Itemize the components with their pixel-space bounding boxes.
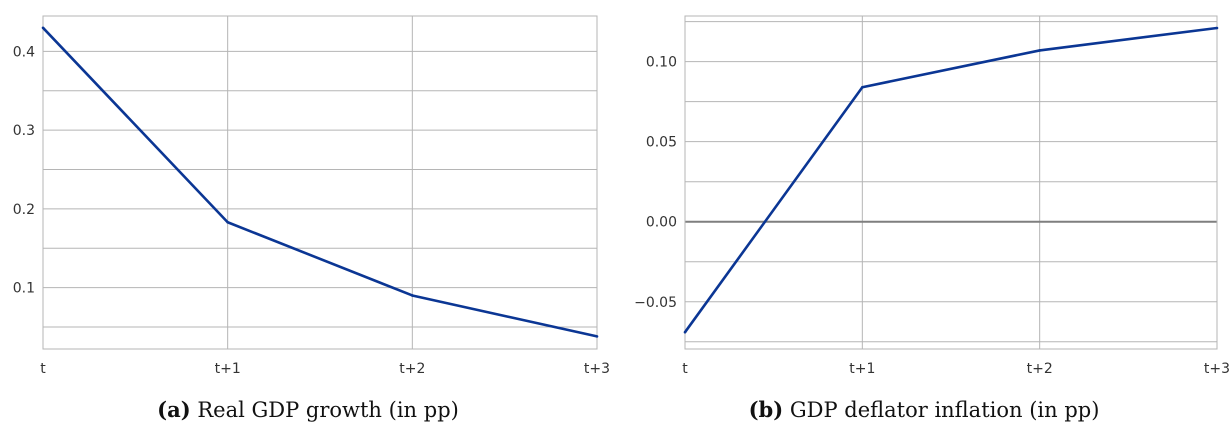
caption-a-text: Real GDP growth (in pp)	[197, 398, 459, 422]
y-tick-label: 0.00	[646, 215, 677, 231]
data-point	[1215, 26, 1219, 30]
data-point	[41, 26, 45, 30]
plot-frame	[42, 15, 598, 350]
data-point	[595, 335, 599, 338]
data-point	[226, 220, 229, 224]
y-tick-label: −0.05	[634, 295, 677, 311]
y-tick-label: 0.05	[646, 135, 677, 151]
caption-b-text: GDP deflator inflation (in pp)	[789, 398, 1100, 422]
caption-a: (a) Real GDP growth (in pp)	[0, 397, 616, 422]
caption-b: (b) GDP deflator inflation (in pp)	[616, 397, 1232, 422]
data-point	[411, 294, 414, 297]
y-tick-label: 0.1	[13, 281, 35, 297]
x-tick-label: t+1	[849, 361, 875, 377]
figure-panel-b: −0.05 0.00 0.05 0.10 t t+1 t+2 t+3 (b) GDP defl…	[616, 0, 1232, 446]
y-tick-label: 0.10	[646, 55, 677, 71]
series-line-0	[683, 26, 1218, 333]
plot-frame	[684, 15, 1218, 350]
y-tick-label: 0.4	[13, 44, 35, 60]
x-tick-label: t+2	[399, 361, 425, 377]
series-line-0	[42, 26, 598, 338]
x-tick-label: t	[40, 361, 46, 377]
chart-b: −0.05 0.00 0.05 0.10 t t+1 t+2 t+3	[634, 15, 1230, 377]
x-tick-label: t+1	[215, 361, 241, 377]
y-tick-label: 0.3	[13, 123, 35, 139]
data-point	[861, 85, 864, 89]
y-tick-label: 0.2	[13, 202, 35, 218]
caption-b-tag: (b)	[748, 397, 784, 422]
data-point	[1038, 49, 1041, 52]
figure-panel-a: 0.1 0.2 0.3 0.4 t t+1 t+2 t+3 (a) Real GDP grow…	[0, 15, 616, 422]
x-tick-label: t+3	[1204, 361, 1230, 377]
x-tick-label: t+3	[584, 361, 610, 377]
caption-a-tag: (a)	[157, 397, 191, 422]
x-tick-label: t+2	[1027, 361, 1053, 377]
chart-a: 0.1 0.2 0.3 0.4 t t+1 t+2 t+3	[13, 15, 610, 377]
x-tick-label: t	[682, 361, 688, 377]
data-point	[683, 330, 687, 334]
